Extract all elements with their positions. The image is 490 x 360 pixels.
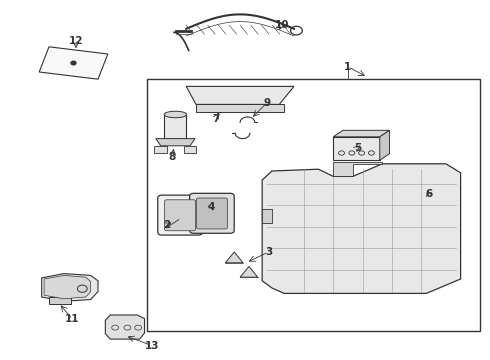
- Polygon shape: [39, 47, 108, 79]
- Text: 1: 1: [344, 62, 351, 72]
- Text: 13: 13: [145, 341, 159, 351]
- FancyBboxPatch shape: [158, 195, 202, 235]
- Text: 11: 11: [65, 314, 80, 324]
- Text: 8: 8: [169, 152, 176, 162]
- Bar: [333, 137, 380, 160]
- Polygon shape: [154, 146, 167, 153]
- FancyBboxPatch shape: [196, 198, 227, 229]
- Text: 2: 2: [163, 220, 170, 230]
- Polygon shape: [225, 252, 243, 263]
- Ellipse shape: [164, 111, 187, 118]
- Bar: [164, 115, 186, 139]
- Polygon shape: [156, 139, 195, 146]
- Polygon shape: [380, 130, 390, 160]
- Circle shape: [71, 61, 76, 65]
- Polygon shape: [42, 274, 98, 301]
- Text: 12: 12: [69, 36, 83, 46]
- Text: 5: 5: [354, 143, 361, 153]
- Polygon shape: [196, 104, 284, 112]
- Polygon shape: [49, 297, 71, 304]
- Text: 4: 4: [208, 202, 216, 212]
- Text: 6: 6: [425, 189, 432, 199]
- FancyBboxPatch shape: [190, 193, 234, 233]
- Polygon shape: [105, 315, 145, 339]
- Polygon shape: [44, 275, 91, 299]
- Polygon shape: [186, 86, 294, 104]
- Text: 7: 7: [212, 114, 220, 124]
- Polygon shape: [184, 146, 196, 153]
- Polygon shape: [240, 266, 258, 277]
- Polygon shape: [333, 130, 390, 137]
- Polygon shape: [333, 162, 382, 176]
- Text: 10: 10: [274, 20, 289, 30]
- Bar: [147, 79, 480, 331]
- FancyBboxPatch shape: [165, 200, 196, 231]
- Text: 9: 9: [264, 98, 270, 108]
- Polygon shape: [262, 164, 461, 293]
- Text: 3: 3: [265, 247, 272, 257]
- Polygon shape: [262, 209, 272, 223]
